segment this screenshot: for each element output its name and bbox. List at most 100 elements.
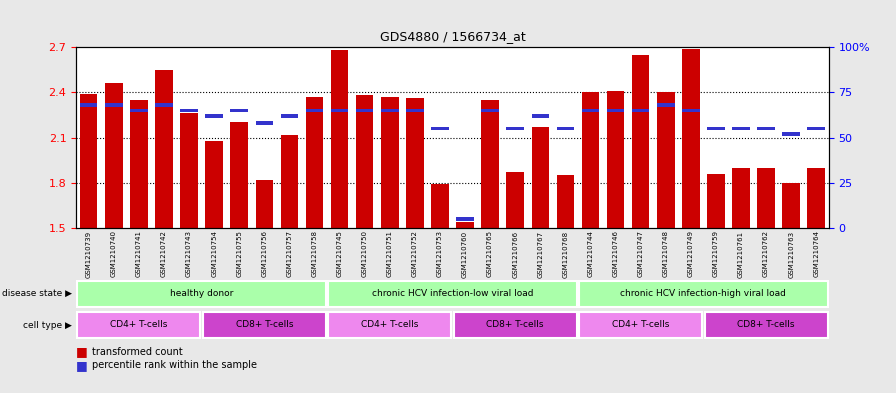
Text: GSM1210759: GSM1210759 bbox=[713, 230, 719, 277]
Text: GSM1210748: GSM1210748 bbox=[663, 230, 668, 277]
Bar bbox=[306, 97, 323, 228]
Text: disease state ▶: disease state ▶ bbox=[2, 289, 72, 298]
Bar bbox=[230, 108, 248, 112]
Text: GSM1210757: GSM1210757 bbox=[287, 230, 292, 277]
Text: GSM1210747: GSM1210747 bbox=[638, 230, 643, 277]
Bar bbox=[356, 95, 374, 228]
Bar bbox=[406, 98, 424, 228]
Bar bbox=[130, 100, 148, 228]
Text: GSM1210749: GSM1210749 bbox=[688, 230, 694, 277]
FancyBboxPatch shape bbox=[77, 281, 326, 307]
Text: ■: ■ bbox=[76, 359, 88, 372]
Bar bbox=[230, 123, 248, 228]
Bar bbox=[732, 168, 750, 228]
Bar bbox=[607, 108, 625, 112]
Text: GSM1210739: GSM1210739 bbox=[86, 230, 91, 277]
Bar bbox=[255, 180, 273, 228]
Bar bbox=[682, 108, 700, 112]
Bar bbox=[431, 184, 449, 228]
Bar bbox=[607, 91, 625, 228]
Text: CD4+ T-cells: CD4+ T-cells bbox=[612, 320, 669, 329]
Text: GSM1210746: GSM1210746 bbox=[613, 230, 618, 277]
Bar bbox=[632, 108, 650, 112]
Bar bbox=[331, 50, 349, 228]
Text: GSM1210755: GSM1210755 bbox=[237, 230, 242, 277]
Bar bbox=[431, 127, 449, 130]
Text: GSM1210758: GSM1210758 bbox=[312, 230, 317, 277]
Bar bbox=[356, 108, 374, 112]
Text: GSM1210763: GSM1210763 bbox=[788, 230, 794, 277]
Text: GSM1210754: GSM1210754 bbox=[211, 230, 217, 277]
Bar bbox=[280, 134, 298, 228]
Bar bbox=[180, 114, 198, 228]
Bar bbox=[531, 127, 549, 228]
Text: cell type ▶: cell type ▶ bbox=[22, 321, 72, 330]
Text: GSM1210760: GSM1210760 bbox=[462, 230, 468, 277]
Bar bbox=[531, 114, 549, 118]
Bar bbox=[657, 92, 675, 228]
Bar bbox=[80, 94, 98, 228]
Bar bbox=[481, 100, 499, 228]
Bar bbox=[707, 174, 725, 228]
Bar bbox=[456, 217, 474, 221]
Text: GSM1210745: GSM1210745 bbox=[337, 230, 342, 277]
Text: healthy donor: healthy donor bbox=[170, 289, 233, 298]
Text: GSM1210767: GSM1210767 bbox=[538, 230, 543, 277]
Bar bbox=[556, 175, 574, 228]
FancyBboxPatch shape bbox=[579, 281, 828, 307]
Bar bbox=[105, 83, 123, 228]
Text: transformed count: transformed count bbox=[92, 347, 183, 357]
FancyBboxPatch shape bbox=[579, 312, 702, 338]
Text: chronic HCV infection-low viral load: chronic HCV infection-low viral load bbox=[372, 289, 533, 298]
Text: GSM1210741: GSM1210741 bbox=[136, 230, 142, 277]
Bar bbox=[456, 222, 474, 228]
Bar bbox=[657, 103, 675, 107]
Text: GSM1210740: GSM1210740 bbox=[111, 230, 116, 277]
FancyBboxPatch shape bbox=[202, 312, 326, 338]
Text: CD8+ T-cells: CD8+ T-cells bbox=[487, 320, 544, 329]
Bar bbox=[80, 103, 98, 107]
Text: CD4+ T-cells: CD4+ T-cells bbox=[110, 320, 168, 329]
Text: GSM1210762: GSM1210762 bbox=[763, 230, 769, 277]
Bar bbox=[732, 127, 750, 130]
FancyBboxPatch shape bbox=[328, 281, 577, 307]
FancyBboxPatch shape bbox=[77, 312, 201, 338]
FancyBboxPatch shape bbox=[453, 312, 577, 338]
Bar bbox=[130, 108, 148, 112]
Text: GSM1210766: GSM1210766 bbox=[513, 230, 518, 277]
Bar bbox=[306, 108, 323, 112]
Bar bbox=[682, 49, 700, 228]
Text: CD8+ T-cells: CD8+ T-cells bbox=[236, 320, 293, 329]
Text: percentile rank within the sample: percentile rank within the sample bbox=[92, 360, 257, 371]
Text: GSM1210764: GSM1210764 bbox=[814, 230, 819, 277]
Bar bbox=[406, 108, 424, 112]
Text: GSM1210761: GSM1210761 bbox=[738, 230, 744, 277]
Bar bbox=[506, 127, 524, 130]
Bar bbox=[582, 92, 599, 228]
Text: GSM1210768: GSM1210768 bbox=[563, 230, 568, 277]
Bar bbox=[582, 108, 599, 112]
Bar bbox=[280, 114, 298, 118]
Text: chronic HCV infection-high viral load: chronic HCV infection-high viral load bbox=[620, 289, 787, 298]
Text: CD8+ T-cells: CD8+ T-cells bbox=[737, 320, 795, 329]
Bar bbox=[782, 183, 800, 228]
Text: GSM1210743: GSM1210743 bbox=[186, 230, 192, 277]
Text: GSM1210744: GSM1210744 bbox=[588, 230, 593, 277]
Bar bbox=[757, 168, 775, 228]
Bar bbox=[155, 70, 173, 228]
Bar bbox=[331, 108, 349, 112]
Text: GSM1210753: GSM1210753 bbox=[437, 230, 443, 277]
Bar bbox=[757, 127, 775, 130]
Text: CD4+ T-cells: CD4+ T-cells bbox=[361, 320, 418, 329]
Text: ■: ■ bbox=[76, 345, 88, 358]
Text: GSM1210750: GSM1210750 bbox=[362, 230, 367, 277]
Text: GSM1210742: GSM1210742 bbox=[161, 230, 167, 277]
Text: GSM1210765: GSM1210765 bbox=[487, 230, 493, 277]
Bar bbox=[205, 114, 223, 118]
Text: GSM1210756: GSM1210756 bbox=[262, 230, 267, 277]
Bar bbox=[807, 168, 825, 228]
Text: GDS4880 / 1566734_at: GDS4880 / 1566734_at bbox=[380, 30, 525, 43]
Bar bbox=[807, 127, 825, 130]
Text: GSM1210751: GSM1210751 bbox=[387, 230, 392, 277]
Bar bbox=[381, 108, 399, 112]
